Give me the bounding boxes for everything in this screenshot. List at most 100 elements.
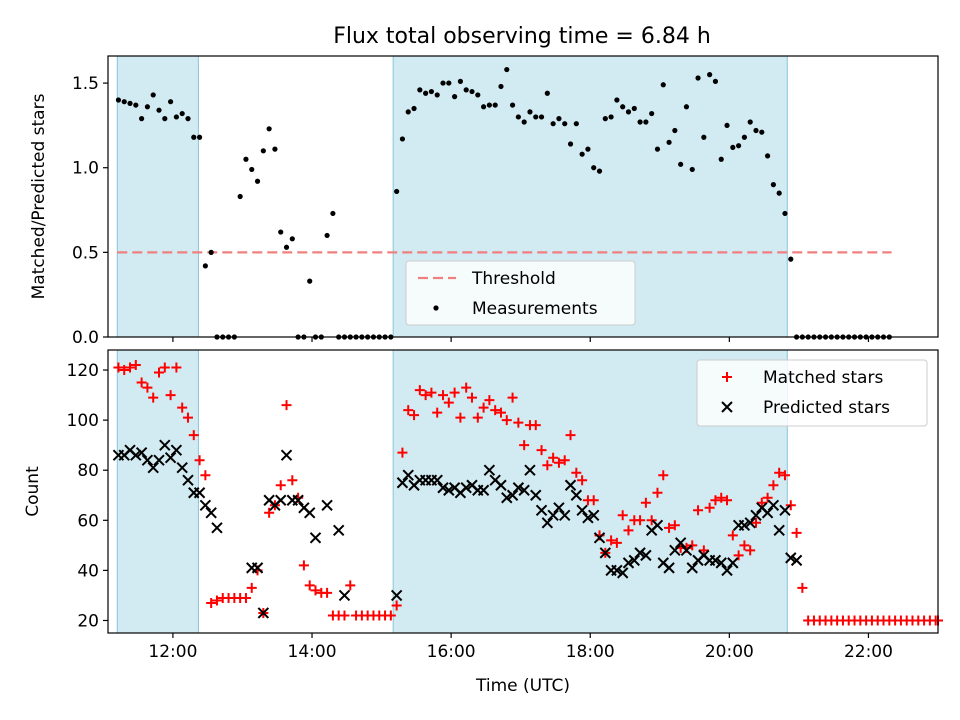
data-point — [573, 121, 579, 127]
data-point — [159, 362, 170, 373]
data-point — [761, 507, 774, 519]
data-point — [159, 439, 171, 451]
data-point — [614, 97, 620, 103]
data-point — [139, 116, 145, 122]
data-point — [182, 412, 193, 423]
y-tick-label: 80 — [77, 461, 99, 481]
data-point — [596, 168, 603, 174]
data-point — [246, 582, 257, 593]
legend-box — [405, 260, 636, 326]
data-point — [718, 156, 724, 162]
data-point — [495, 479, 507, 491]
data-point — [762, 492, 773, 503]
data-point — [287, 475, 298, 486]
data-point — [628, 554, 640, 567]
data-point — [547, 509, 559, 521]
data-point — [170, 444, 183, 456]
data-point — [142, 382, 153, 393]
data-point — [631, 105, 637, 112]
data-point — [478, 402, 489, 413]
data-point — [130, 449, 142, 461]
data-point — [616, 567, 629, 579]
data-point — [788, 256, 794, 262]
data-point — [251, 562, 264, 574]
data-point — [541, 517, 554, 529]
data-point — [782, 210, 788, 217]
data-point — [779, 470, 790, 481]
data-point — [405, 109, 411, 115]
data-point — [130, 360, 141, 371]
data-point — [507, 392, 518, 403]
data-point — [177, 402, 188, 413]
legend-label: Measurements — [472, 299, 598, 319]
data-point — [652, 487, 663, 498]
data-point — [588, 509, 600, 521]
data-point — [391, 600, 402, 611]
data-point — [396, 477, 409, 489]
axes-frame — [107, 349, 939, 634]
data-point — [437, 482, 449, 494]
data-point — [193, 487, 206, 499]
data-point — [182, 474, 194, 486]
data-point — [438, 390, 449, 401]
data-point — [309, 532, 322, 544]
data-point — [730, 144, 736, 151]
data-point — [593, 532, 606, 544]
data-point — [148, 392, 159, 403]
legend-marker — [433, 305, 439, 311]
data-point — [504, 66, 510, 73]
data-point — [432, 407, 443, 418]
legend: Matched stars Predicted stars — [696, 359, 928, 427]
data-point — [625, 109, 632, 115]
data-point — [338, 589, 351, 602]
data-point — [640, 497, 651, 508]
data-point — [298, 560, 309, 571]
y-axis-label: Matched/Predicted stars — [29, 93, 49, 299]
data-point — [733, 550, 744, 561]
data-point — [113, 362, 124, 373]
data-point — [455, 412, 466, 423]
data-point — [272, 146, 278, 152]
data-point — [307, 278, 313, 284]
data-point — [588, 495, 599, 506]
data-point — [544, 90, 550, 96]
data-point — [385, 610, 396, 621]
data-point — [664, 522, 675, 533]
data-point — [133, 102, 139, 108]
data-point — [565, 430, 576, 441]
data-point — [611, 537, 622, 548]
data-point — [513, 417, 524, 428]
data-point — [136, 377, 147, 388]
x-tick-label: 18:00 — [566, 642, 615, 662]
data-point — [492, 102, 498, 108]
data-point — [200, 470, 211, 481]
data-point — [420, 390, 431, 401]
data-point — [753, 127, 759, 134]
data-point — [776, 190, 782, 196]
data-point — [669, 520, 680, 531]
data-point — [249, 166, 255, 173]
data-point — [446, 80, 452, 86]
data-point — [747, 119, 753, 125]
data-point — [144, 104, 151, 110]
series-measurements — [115, 66, 892, 340]
y-tick-label: 0.5 — [72, 243, 99, 263]
data-point — [660, 82, 666, 88]
shaded-interval — [116, 55, 199, 338]
data-point — [461, 382, 472, 393]
data-point — [390, 589, 403, 602]
data-point — [162, 116, 168, 122]
data-point — [330, 210, 336, 217]
data-point — [264, 507, 275, 518]
data-point — [423, 90, 429, 96]
data-point — [431, 474, 443, 486]
data-point — [643, 119, 649, 125]
data-point — [550, 121, 556, 127]
data-point — [512, 482, 525, 494]
data-point — [785, 500, 796, 511]
data-point — [693, 505, 704, 516]
axes-frame — [107, 55, 939, 338]
data-point — [695, 75, 701, 81]
data-point — [704, 502, 715, 513]
y-axis-label: Count — [23, 466, 43, 517]
